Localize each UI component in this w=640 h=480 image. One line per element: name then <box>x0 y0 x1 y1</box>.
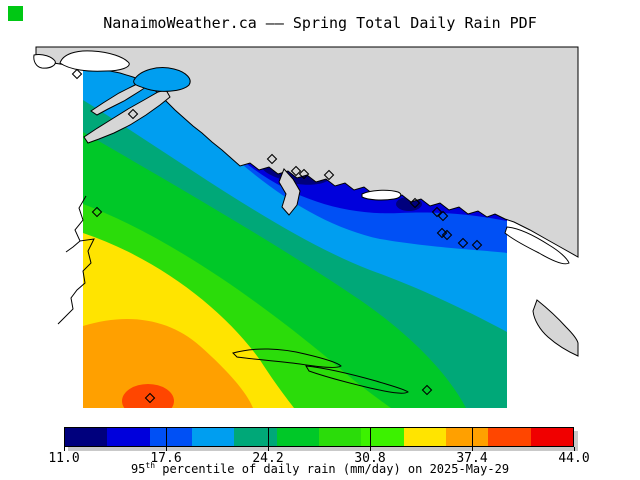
colorbar-tick-stub <box>268 447 269 451</box>
colorbar-segment <box>234 428 277 446</box>
colorbar-tick-line <box>370 427 371 447</box>
station-marker <box>266 153 278 165</box>
station-marker <box>290 165 302 177</box>
island-outline-gulf-1 <box>232 348 342 368</box>
colorbar-tick-stub <box>64 447 65 451</box>
colorbar-tick-line <box>472 427 473 447</box>
plot-title: NanaimoWeather.ca –– Spring Total Daily … <box>103 14 537 32</box>
station-marker <box>71 68 83 80</box>
bay-outline <box>133 67 191 92</box>
band-orange <box>83 318 253 408</box>
colorbar-tick-label: 37.4 <box>456 451 488 466</box>
station-marker <box>323 169 335 181</box>
land-inlet-tongue <box>83 89 171 144</box>
station-marker <box>127 108 139 120</box>
colorbar-tick-stub <box>370 447 371 451</box>
land-sechelt <box>532 299 579 357</box>
colorbar-segment <box>488 428 531 446</box>
colorbar-tick-label: 24.2 <box>252 451 284 466</box>
colorbar-segment <box>276 428 319 446</box>
colorbar-tick-label: 44.0 <box>558 451 590 466</box>
station-marker <box>471 239 483 251</box>
colorbar-tick-label: 11.0 <box>48 451 80 466</box>
station-marker <box>144 392 156 404</box>
station-marker <box>457 237 469 249</box>
island-outline-gulf-2 <box>305 365 409 394</box>
colorbar-segment <box>107 428 150 446</box>
station-marker <box>91 206 103 218</box>
colorbar-segment <box>361 428 404 446</box>
colorbar-tick-label: 17.6 <box>150 451 182 466</box>
colorbar-segment <box>530 428 573 446</box>
colorbar-segment <box>445 428 489 446</box>
colorbar-tick-label: 30.8 <box>354 451 386 466</box>
coastline-vancouver-island <box>57 195 95 325</box>
status-color-swatch <box>8 6 23 21</box>
coastline-vancouver-island-spur <box>65 240 81 253</box>
colorbar-segment <box>403 428 446 446</box>
colorbar-tick-stub <box>166 447 167 451</box>
colorbar-segment <box>318 428 362 446</box>
station-marker <box>421 384 433 396</box>
spit-outline <box>361 189 402 201</box>
colorbar-segment <box>191 428 235 446</box>
island-outline-northwest <box>59 50 130 72</box>
colorbar-segment <box>65 428 108 446</box>
station-marker <box>436 227 448 239</box>
station-marker <box>409 197 421 209</box>
colorbar-tick-stub <box>574 447 575 451</box>
land-peninsula <box>278 168 301 216</box>
colorbar-tick-line <box>166 427 167 447</box>
station-markers <box>71 68 483 404</box>
weather-map <box>33 46 579 408</box>
colorbar-caption: 95th percentile of daily rain (mm/day) o… <box>130 461 510 476</box>
colorbar-tick-line <box>268 427 269 447</box>
station-marker <box>441 229 453 241</box>
colorbar-tick-stub <box>472 447 473 451</box>
colorbar <box>64 427 574 447</box>
station-marker <box>298 168 310 180</box>
island-outline-texada <box>504 226 570 265</box>
inlet-outline-west <box>33 54 56 69</box>
station-marker <box>431 206 443 218</box>
colorbar-segment <box>149 428 192 446</box>
station-marker <box>437 210 449 222</box>
